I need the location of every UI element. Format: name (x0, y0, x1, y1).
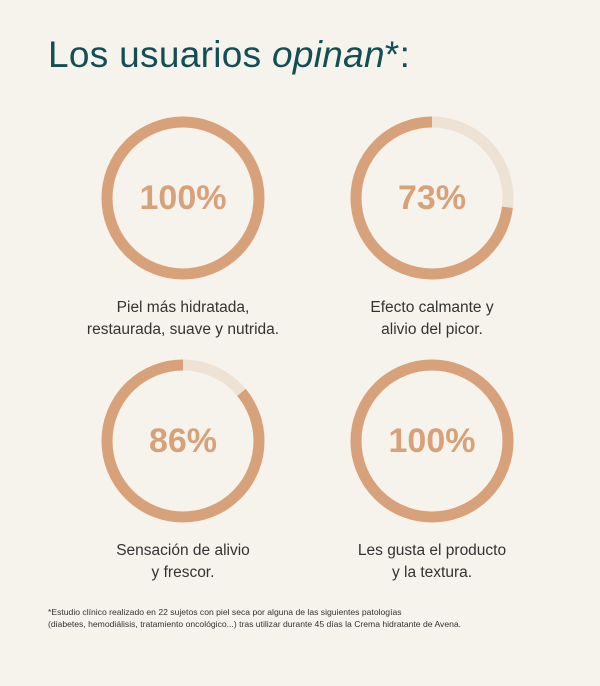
stat-card-hydrated: 100% Piel más hidratada, restaurada, sua… (48, 113, 318, 341)
stat-card-texture: 100% Les gusta el producto y la textura. (297, 356, 567, 584)
progress-ring: 100% (98, 113, 268, 283)
progress-ring-svg (350, 116, 514, 280)
progress-ring-svg (101, 359, 265, 523)
page-title: Los usuarios opinan*: (48, 34, 410, 76)
caption-line: Piel más hidratada, (116, 299, 250, 316)
progress-ring: 86% (98, 356, 268, 526)
stat-caption: Les gusta el producto y la textura. (297, 540, 567, 584)
stat-percent: 100% (388, 421, 476, 460)
title-suffix: *: (384, 34, 411, 75)
progress-ring: 100% (347, 356, 517, 526)
footnote-line: *Estudio clínico realizado en 22 sujetos… (48, 607, 402, 617)
progress-ring: 73% (347, 113, 517, 283)
progress-ring-svg (101, 116, 265, 280)
caption-line: Les gusta el producto (357, 542, 507, 559)
caption-line: y frescor. (151, 564, 215, 581)
ring-fill (350, 116, 514, 280)
stat-percent: 100% (139, 178, 227, 217)
stat-percent: 73% (397, 178, 467, 217)
ring-fill (350, 359, 514, 523)
stat-percent: 86% (148, 421, 218, 460)
caption-line: alivio del picor. (381, 321, 483, 338)
stat-caption: Piel más hidratada, restaurada, suave y … (48, 297, 318, 341)
ring-fill (101, 116, 265, 280)
caption-line: Efecto calmante y (370, 299, 494, 316)
stat-caption: Efecto calmante y alivio del picor. (297, 297, 567, 341)
caption-line: y la textura. (391, 564, 473, 581)
ring-fill (101, 359, 265, 523)
caption-line: restaurada, suave y nutrida. (86, 321, 280, 338)
footnote-line: (diabetes, hemodiálisis, tratamiento onc… (48, 619, 462, 629)
title-main: Los usuarios (48, 34, 272, 75)
stat-card-soothing: 73% Efecto calmante y alivio del picor. (297, 113, 567, 341)
stat-caption: Sensación de alivio y frescor. (48, 540, 318, 584)
footnote: *Estudio clínico realizado en 22 sujetos… (48, 606, 568, 630)
caption-line: Sensación de alivio (116, 542, 250, 559)
progress-ring-svg (350, 359, 514, 523)
stat-card-freshness: 86% Sensación de alivio y frescor. (48, 356, 318, 584)
title-emphasis: opinan (271, 34, 385, 75)
